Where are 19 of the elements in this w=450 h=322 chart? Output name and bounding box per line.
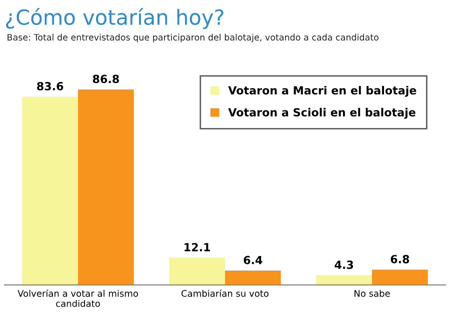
x-tick-label: Volverían a votar al mismo candidato — [18, 289, 138, 307]
data-label: 12.1 — [184, 242, 210, 252]
chart-title: ¿Cómo votarían hoy? — [6, 8, 224, 30]
bar — [22, 96, 78, 285]
data-label: 86.8 — [92, 74, 119, 84]
data-label: 83.6 — [37, 82, 64, 90]
x-tick-label: Cambiarían su voto — [182, 289, 268, 297]
bar — [169, 258, 225, 285]
data-label: 6.4 — [244, 256, 262, 264]
data-label: 4.3 — [334, 260, 354, 269]
x-tick-label: No sabe — [354, 290, 390, 297]
bar — [225, 270, 281, 285]
legend-label: Votaron a Macri en el balotaje — [228, 86, 416, 97]
data-label: 6.8 — [390, 254, 410, 264]
bar — [316, 275, 372, 285]
bar — [372, 270, 428, 285]
chart-subtitle: Base: Total de entrevistados que participaron del balotaje, votando a cada candidato — [8, 34, 378, 42]
bar — [78, 89, 134, 285]
legend-label: Votaron a Scioli en el balotaje — [228, 108, 416, 119]
